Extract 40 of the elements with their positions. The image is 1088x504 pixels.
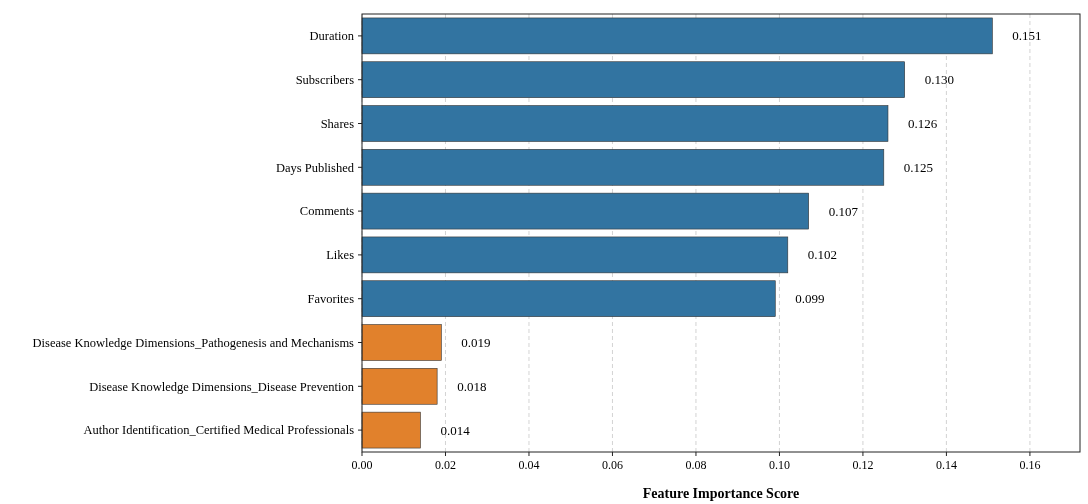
x-tick-label: 0.00 (351, 458, 373, 472)
data-label: 0.125 (903, 159, 934, 175)
y-tick-label: Likes (326, 248, 355, 263)
y-tick-label: Shares (320, 116, 355, 131)
data-label: 0.018 (457, 378, 487, 394)
data-label: 0.102 (807, 247, 838, 263)
x-tick-label: 0.04 (518, 458, 540, 472)
x-tick-label: 0.12 (852, 458, 874, 472)
y-tick-label: Comments (299, 204, 355, 219)
bar (361, 236, 789, 274)
x-tick-label: 0.02 (434, 458, 456, 472)
data-label: 0.151 (1012, 28, 1042, 44)
x-tick-label: 0.06 (601, 458, 623, 472)
y-tick-label: Favorites (307, 292, 355, 307)
bar (361, 105, 889, 142)
x-axis-title: Feature Importance Score (642, 486, 800, 501)
bar (361, 324, 442, 361)
y-tick-label: Author Identification_Certified Medical Professionals (83, 423, 355, 438)
x-tick-label: 0.16 (1019, 458, 1041, 472)
bar (361, 280, 776, 317)
data-label: 0.130 (924, 72, 954, 88)
bar (361, 192, 809, 230)
y-tick-label: Days Published (275, 160, 355, 175)
x-tick-label: 0.14 (935, 458, 957, 472)
bar (361, 17, 993, 55)
y-tick-label: Subscribers (295, 73, 355, 88)
y-tick-label: Disease Knowledge Dimensions_Disease Prevention (89, 379, 355, 394)
bar (361, 61, 905, 98)
bar (361, 411, 421, 449)
y-tick-label: Duration (309, 29, 355, 44)
data-label: 0.107 (828, 203, 859, 219)
bar (361, 149, 885, 186)
data-label: 0.014 (440, 422, 471, 438)
y-tick-label: Disease Knowledge Dimensions_Pathogenesis and Mechanisms (32, 335, 355, 350)
data-label: 0.099 (795, 291, 825, 307)
x-tick-label: 0.08 (685, 458, 707, 472)
data-label: 0.126 (907, 116, 938, 132)
x-tick-label: 0.10 (768, 458, 790, 472)
bar (361, 368, 438, 405)
data-label: 0.019 (461, 335, 491, 351)
